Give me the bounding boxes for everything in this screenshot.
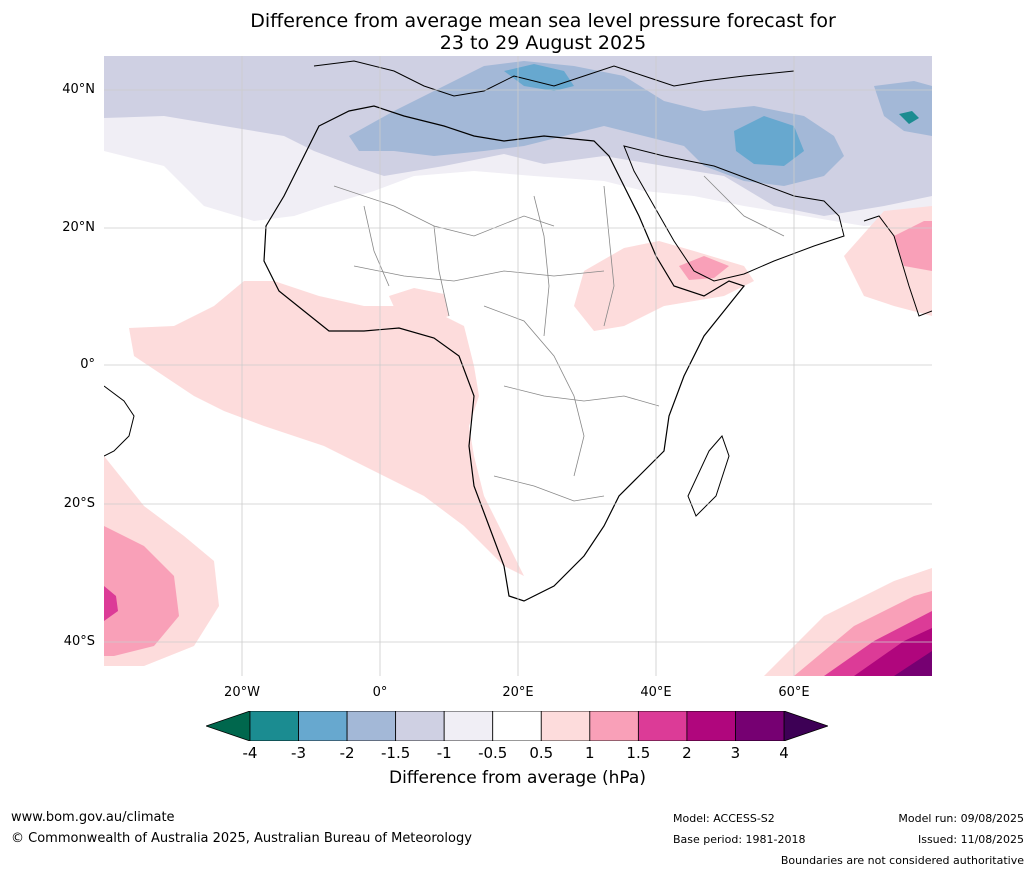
colorbar-segment [395, 711, 445, 741]
colorbar [206, 711, 828, 741]
map-panel [104, 56, 932, 676]
colorbar-segment [249, 711, 299, 741]
europe-coastline [313, 60, 795, 97]
anomaly-band-plus-1-sw [104, 526, 179, 656]
colorbar-tick-label: -3 [291, 744, 307, 762]
footer-base-period: Base period: 1981-2018 [673, 833, 806, 846]
lon-label-0: 0° [372, 685, 388, 700]
lat-label-40n: 40°N [62, 82, 95, 97]
lat-label-40s: 40°S [63, 634, 95, 649]
footer-model: Model: ACCESS-S2 [673, 812, 775, 825]
anomaly-band-minus-1.5-east [874, 81, 932, 136]
south-america-coastline [104, 385, 135, 457]
anomaly-band-minus-3-pakistan [899, 111, 919, 124]
colorbar-segment [589, 711, 639, 741]
colorbar-segment [443, 711, 494, 741]
colorbar-tick-label: 1 [585, 744, 595, 762]
lon-label-20w: 20°W [224, 685, 260, 700]
lat-label-20s: 20°S [63, 496, 95, 511]
footer-issued: Issued: 11/08/2025 [917, 833, 1024, 846]
colorbar-segment [298, 711, 348, 741]
colorbar-extend-low [206, 711, 251, 741]
colorbar-tick-label: 2 [682, 744, 692, 762]
colorbar-extend-high [783, 711, 828, 741]
footer-model-run: Model run: 09/08/2025 [898, 812, 1024, 825]
colorbar-tick-label: -1 [436, 744, 452, 762]
anomaly-band-minus-1.5-north [349, 61, 844, 186]
anomaly-band-minus-2-med [504, 64, 574, 91]
anomaly-band-plus-1-india [894, 221, 932, 271]
colorbar-tick-label: 3 [730, 744, 741, 762]
anomaly-band-plus-1.5-sw [104, 586, 118, 621]
madagascar [687, 435, 730, 517]
colorbar-tick-label: 1.5 [626, 744, 651, 762]
colorbar-segment [492, 711, 542, 741]
lon-label-20e: 20°E [502, 685, 534, 700]
colorbar-tick-label: 0.5 [529, 744, 554, 762]
colorbar-segment [686, 711, 736, 741]
lon-label-60e: 60°E [778, 685, 810, 700]
country-boundaries [333, 175, 785, 502]
anomaly-band-plus-1-yemen [679, 256, 729, 280]
colorbar-tick-label: -1.5 [380, 744, 411, 762]
colorbar-tick-label: -2 [339, 744, 355, 762]
colorbar-segment [735, 711, 785, 741]
lat-label-0: 0° [80, 357, 95, 372]
anomaly-band-minus-2-iran [734, 116, 804, 166]
arabia-coastline [623, 145, 845, 282]
colorbar-label: Difference from average (hPa) [389, 768, 646, 788]
anomaly-band-plus-0.5-atlantic [129, 281, 524, 576]
anomaly-band-plus-0.5-guinea [389, 288, 449, 324]
colorbar-segment [637, 711, 688, 741]
footer-disclaimer: Boundaries are not considered authoritat… [780, 854, 1024, 867]
colorbar-segment [346, 711, 397, 741]
colorbar-tick-label: 4 [779, 744, 789, 762]
colorbar-segment [540, 711, 591, 741]
africa-coastline [263, 105, 746, 602]
footer-url: www.bom.gov.au/climate [11, 810, 175, 825]
anomaly-band-plus-3-se [894, 651, 932, 676]
colorbar-tick-label: -4 [242, 744, 258, 762]
footer-copyright: © Commonwealth of Australia 2025, Austra… [11, 831, 472, 846]
colorbar-tick-label: -0.5 [478, 744, 508, 762]
lon-label-40e: 40°E [640, 685, 672, 700]
title-line-1: Difference from average mean sea level p… [250, 10, 836, 32]
title-line-2: 23 to 29 August 2025 [439, 32, 647, 54]
lat-label-20n: 20°N [62, 220, 95, 235]
graticule [104, 56, 932, 676]
india-coastline [863, 215, 932, 317]
map-title: Difference from average mean sea level p… [0, 10, 1035, 54]
